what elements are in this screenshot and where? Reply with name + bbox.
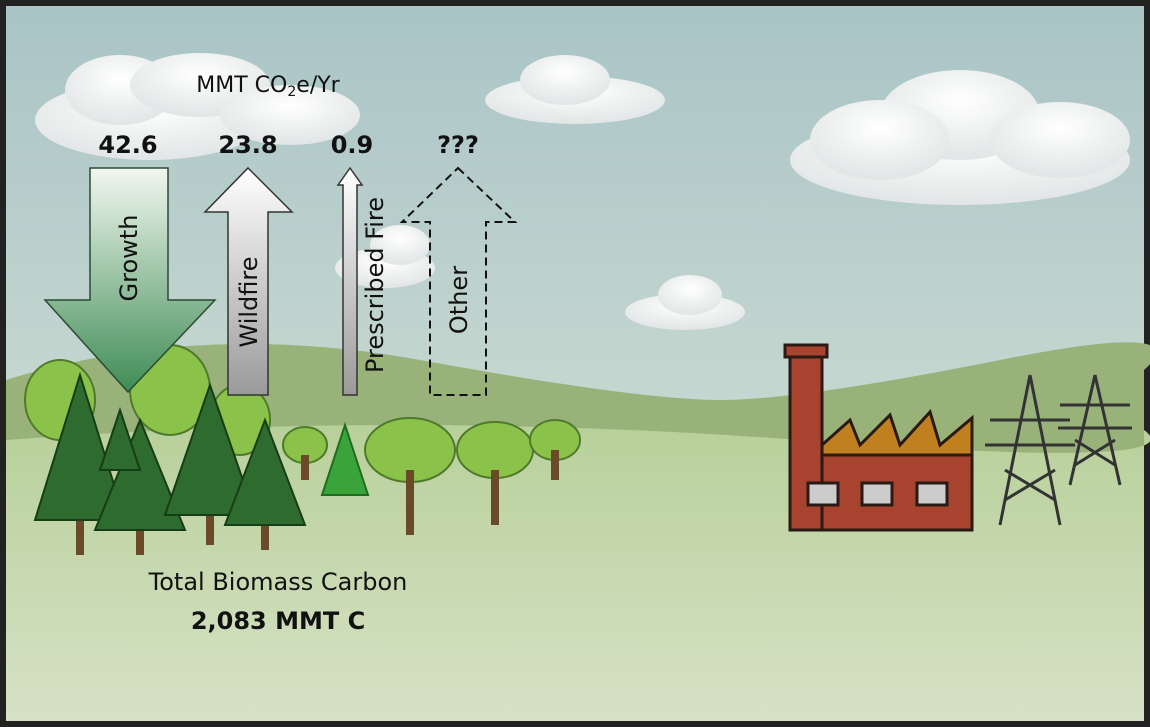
prescribed-fire-arrow	[336, 166, 364, 396]
flow-label: Wildfire	[235, 257, 263, 348]
pylons	[985, 374, 1132, 526]
flow-value: ???	[437, 131, 479, 159]
flow-value: 23.8	[218, 131, 277, 159]
other-arrow	[399, 166, 518, 396]
stock-label: Total Biomass Carbon	[148, 568, 408, 596]
flow-value: 0.9	[331, 131, 374, 159]
title-subscript: 2	[287, 84, 296, 100]
flow-label: Growth	[115, 215, 143, 302]
forest	[24, 344, 581, 555]
units-title: MMT CO2e/Yr	[196, 73, 340, 100]
flow-label: Prescribed Fire	[361, 197, 389, 373]
clouds	[35, 53, 1130, 330]
stock-value: 2,083 MMT C	[191, 607, 365, 635]
growth-arrow	[43, 167, 217, 394]
factory	[783, 343, 974, 532]
title-text: MMT CO	[196, 73, 287, 98]
title-text: e/Yr	[296, 73, 340, 98]
wildfire-arrow	[203, 166, 294, 396]
flow-label: Other	[445, 266, 473, 334]
flow-value: 42.6	[98, 131, 157, 159]
